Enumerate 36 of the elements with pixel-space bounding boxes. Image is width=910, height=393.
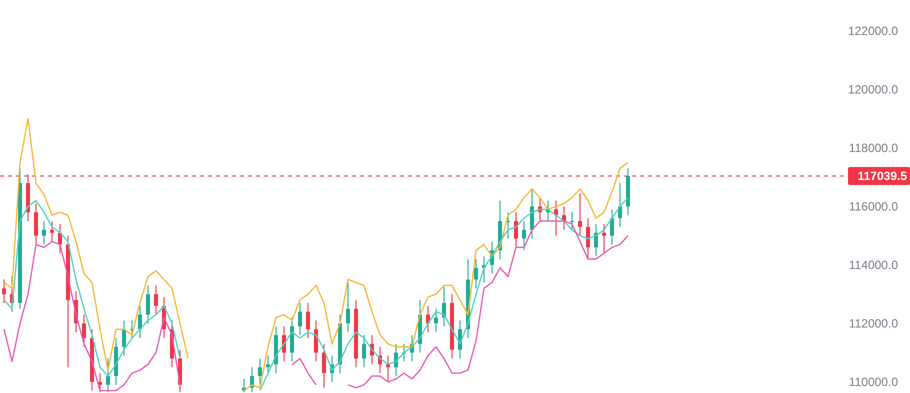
y-tick-label: 120000.0	[848, 82, 898, 97]
candlestick	[522, 220, 526, 251]
y-tick-label: 110000.0	[848, 375, 898, 390]
y-tick-label: 114000.0	[848, 258, 898, 272]
candlestick	[434, 308, 438, 333]
candlestick	[258, 358, 262, 386]
candlestick	[106, 358, 110, 393]
candlestick	[138, 305, 142, 339]
candlestick	[514, 212, 518, 248]
candlestick	[42, 220, 46, 245]
candlestick	[146, 284, 150, 324]
candlestick	[298, 302, 302, 336]
y-tick-label: 122000.0	[848, 24, 898, 38]
y-tick-label: 118000.0	[848, 141, 898, 156]
candlestick	[578, 192, 582, 236]
candlestick	[474, 258, 478, 289]
candlestick	[394, 343, 398, 377]
candlestick	[306, 302, 310, 339]
candlestick	[610, 208, 614, 245]
y-tick-label: 116000.0	[848, 200, 898, 214]
candlestick	[50, 220, 54, 242]
candlestick	[122, 320, 126, 356]
candlestick	[266, 355, 270, 374]
candlestick	[346, 282, 350, 333]
candlestick	[154, 284, 158, 316]
y-tick-label: 112000.0	[848, 316, 898, 331]
candlestick	[322, 343, 326, 388]
candlestick	[586, 218, 590, 260]
candlestick	[82, 314, 86, 348]
candlestick	[34, 203, 38, 245]
candlestick	[362, 334, 366, 368]
ref-line-label: 117039.5	[858, 169, 908, 184]
candlestick	[570, 212, 574, 230]
candlestick	[2, 279, 6, 304]
candlestick	[314, 320, 318, 362]
candlestick	[386, 355, 390, 382]
